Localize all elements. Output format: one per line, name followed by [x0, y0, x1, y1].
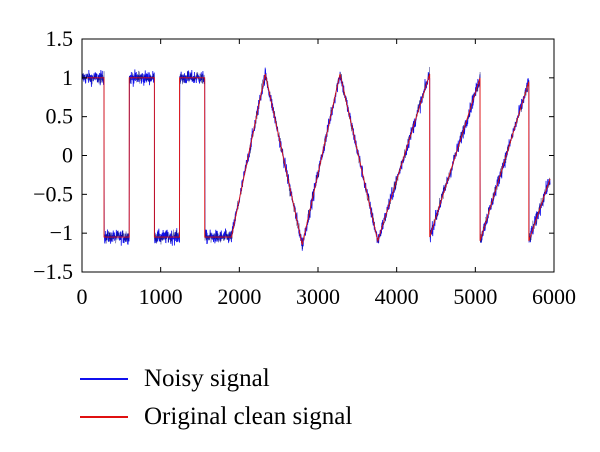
y-tick-label: −1 [50, 220, 73, 245]
legend: Noisy signal Original clean signal [80, 360, 352, 436]
legend-swatch-noisy [80, 378, 128, 380]
legend-swatch-clean [80, 416, 128, 418]
x-tick-label: 1000 [139, 284, 183, 309]
x-tick-label: 6000 [532, 284, 576, 309]
legend-label-noisy: Noisy signal [144, 365, 270, 392]
y-tick-label: 0.5 [46, 104, 74, 129]
y-tick-label: 1 [62, 65, 73, 90]
y-tick-label: −0.5 [33, 181, 73, 206]
legend-item-noisy: Noisy signal [80, 360, 352, 398]
x-tick-label: 0 [77, 284, 88, 309]
plot-frame [81, 38, 555, 273]
x-tick-label: 3000 [296, 284, 340, 309]
y-tick-label: −1.5 [33, 259, 73, 284]
x-tick-label: 5000 [453, 284, 497, 309]
y-tick-label: 1.5 [46, 26, 74, 51]
x-tick-label: 4000 [375, 284, 419, 309]
legend-item-clean: Original clean signal [80, 398, 352, 436]
x-tick-label: 2000 [217, 284, 261, 309]
series-original-clean-signal [82, 73, 551, 245]
legend-label-clean: Original clean signal [144, 403, 353, 430]
y-tick-label: 0 [62, 143, 73, 168]
